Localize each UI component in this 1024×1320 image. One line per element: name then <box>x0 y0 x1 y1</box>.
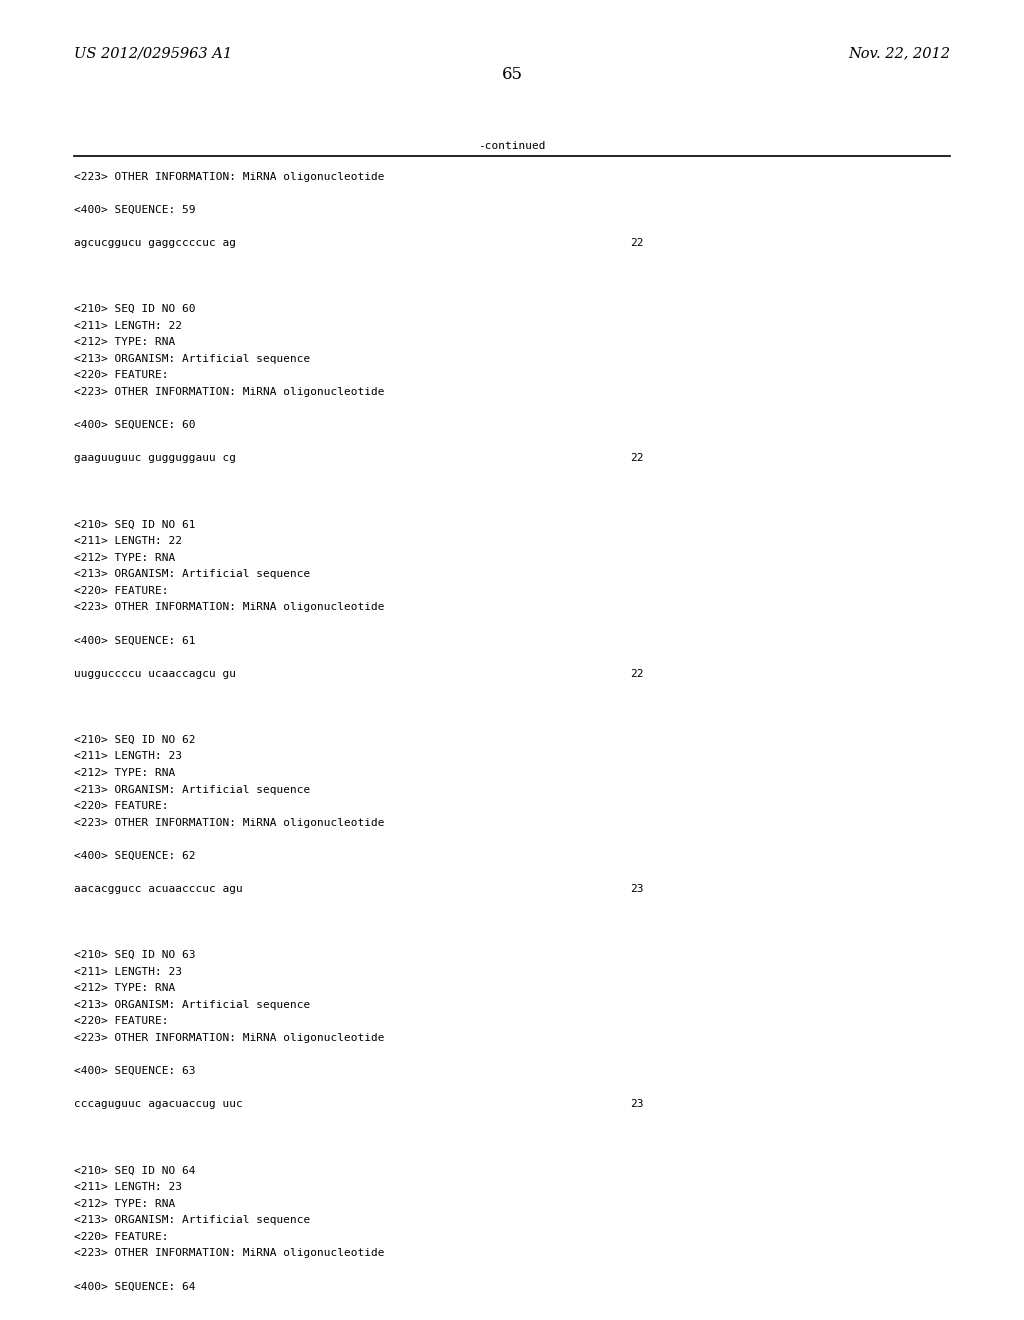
Text: <223> OTHER INFORMATION: MiRNA oligonucleotide: <223> OTHER INFORMATION: MiRNA oligonucl… <box>74 817 384 828</box>
Text: <210> SEQ ID NO 63: <210> SEQ ID NO 63 <box>74 950 196 960</box>
Text: <213> ORGANISM: Artificial sequence: <213> ORGANISM: Artificial sequence <box>74 1001 310 1010</box>
Text: <400> SEQUENCE: 62: <400> SEQUENCE: 62 <box>74 851 196 861</box>
Text: <210> SEQ ID NO 61: <210> SEQ ID NO 61 <box>74 520 196 529</box>
Text: 22: 22 <box>630 238 643 248</box>
Text: <220> FEATURE:: <220> FEATURE: <box>74 586 168 595</box>
Text: uugguccccu ucaaccagcu gu: uugguccccu ucaaccagcu gu <box>74 668 236 678</box>
Text: agcucggucu gaggccccuc ag: agcucggucu gaggccccuc ag <box>74 238 236 248</box>
Text: gaaguuguuc gugguggauu cg: gaaguuguuc gugguggauu cg <box>74 453 236 463</box>
Text: <400> SEQUENCE: 63: <400> SEQUENCE: 63 <box>74 1067 196 1076</box>
Text: <223> OTHER INFORMATION: MiRNA oligonucleotide: <223> OTHER INFORMATION: MiRNA oligonucl… <box>74 387 384 397</box>
Text: <210> SEQ ID NO 60: <210> SEQ ID NO 60 <box>74 304 196 314</box>
Text: 22: 22 <box>630 668 643 678</box>
Text: <400> SEQUENCE: 59: <400> SEQUENCE: 59 <box>74 205 196 215</box>
Text: <220> FEATURE:: <220> FEATURE: <box>74 371 168 380</box>
Text: <220> FEATURE:: <220> FEATURE: <box>74 1016 168 1027</box>
Text: <213> ORGANISM: Artificial sequence: <213> ORGANISM: Artificial sequence <box>74 784 310 795</box>
Text: Nov. 22, 2012: Nov. 22, 2012 <box>848 46 950 61</box>
Text: 23: 23 <box>630 1100 643 1109</box>
Text: 23: 23 <box>630 884 643 894</box>
Text: <223> OTHER INFORMATION: MiRNA oligonucleotide: <223> OTHER INFORMATION: MiRNA oligonucl… <box>74 1249 384 1258</box>
Text: US 2012/0295963 A1: US 2012/0295963 A1 <box>74 46 231 61</box>
Text: <212> TYPE: RNA: <212> TYPE: RNA <box>74 553 175 562</box>
Text: <223> OTHER INFORMATION: MiRNA oligonucleotide: <223> OTHER INFORMATION: MiRNA oligonucl… <box>74 602 384 612</box>
Text: <211> LENGTH: 23: <211> LENGTH: 23 <box>74 751 181 762</box>
Text: <223> OTHER INFORMATION: MiRNA oligonucleotide: <223> OTHER INFORMATION: MiRNA oligonucl… <box>74 1034 384 1043</box>
Text: <211> LENGTH: 23: <211> LENGTH: 23 <box>74 966 181 977</box>
Text: <211> LENGTH: 22: <211> LENGTH: 22 <box>74 321 181 331</box>
Text: cccaguguuc agacuaccug uuc: cccaguguuc agacuaccug uuc <box>74 1100 243 1109</box>
Text: 65: 65 <box>502 66 522 83</box>
Text: <400> SEQUENCE: 64: <400> SEQUENCE: 64 <box>74 1282 196 1291</box>
Text: <212> TYPE: RNA: <212> TYPE: RNA <box>74 338 175 347</box>
Text: <213> ORGANISM: Artificial sequence: <213> ORGANISM: Artificial sequence <box>74 354 310 364</box>
Text: 22: 22 <box>630 453 643 463</box>
Text: <211> LENGTH: 22: <211> LENGTH: 22 <box>74 536 181 546</box>
Text: <210> SEQ ID NO 64: <210> SEQ ID NO 64 <box>74 1166 196 1176</box>
Text: <213> ORGANISM: Artificial sequence: <213> ORGANISM: Artificial sequence <box>74 1216 310 1225</box>
Text: <400> SEQUENCE: 61: <400> SEQUENCE: 61 <box>74 635 196 645</box>
Text: <211> LENGTH: 23: <211> LENGTH: 23 <box>74 1183 181 1192</box>
Text: <210> SEQ ID NO 62: <210> SEQ ID NO 62 <box>74 735 196 744</box>
Text: <212> TYPE: RNA: <212> TYPE: RNA <box>74 983 175 994</box>
Text: <213> ORGANISM: Artificial sequence: <213> ORGANISM: Artificial sequence <box>74 569 310 579</box>
Text: <212> TYPE: RNA: <212> TYPE: RNA <box>74 1199 175 1209</box>
Text: <220> FEATURE:: <220> FEATURE: <box>74 801 168 810</box>
Text: aacacggucc acuaacccuc agu: aacacggucc acuaacccuc agu <box>74 884 243 894</box>
Text: <220> FEATURE:: <220> FEATURE: <box>74 1232 168 1242</box>
Text: <400> SEQUENCE: 60: <400> SEQUENCE: 60 <box>74 420 196 430</box>
Text: -continued: -continued <box>478 141 546 152</box>
Text: <212> TYPE: RNA: <212> TYPE: RNA <box>74 768 175 777</box>
Text: <223> OTHER INFORMATION: MiRNA oligonucleotide: <223> OTHER INFORMATION: MiRNA oligonucl… <box>74 172 384 182</box>
